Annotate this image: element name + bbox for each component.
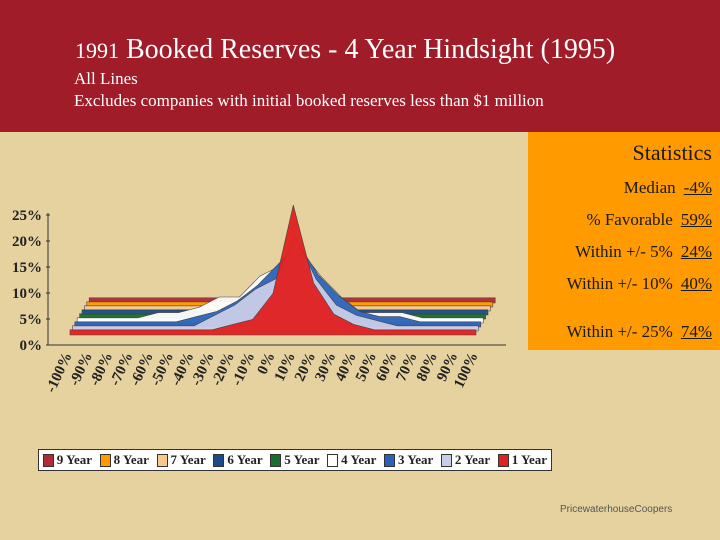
title-main: Booked Reserves - 4 Year Hindsight (1995… <box>126 34 616 65</box>
legend-swatch <box>270 453 282 467</box>
y-tick-label: 10% <box>12 286 42 302</box>
legend-label: 4 Year <box>341 452 377 467</box>
stat-label: Within +/- 10% <box>566 274 673 293</box>
series-area-1-year <box>69 204 477 336</box>
legend-item: 5 Year <box>270 452 320 468</box>
stat-label: Within +/- 5% <box>575 242 673 261</box>
y-tick-label: 0% <box>20 338 43 354</box>
legend-swatch <box>99 453 111 467</box>
legend-label: 1 Year <box>511 452 548 467</box>
header-banner: 1991 Booked Reserves - 4 Year Hindsight … <box>0 0 720 132</box>
legend-swatch <box>440 453 452 467</box>
title-year: 1991 <box>75 38 119 63</box>
stat-label: Median <box>623 178 676 197</box>
subtitle-lines: All Lines <box>74 69 138 88</box>
legend-swatch <box>384 453 396 467</box>
legend-item: 6 Year <box>213 452 263 468</box>
legend-item: 9 Year <box>42 452 93 468</box>
statistics-title: Statistics <box>632 140 712 165</box>
legend-label: 9 Year <box>56 452 93 467</box>
legend-label: 6 Year <box>227 452 263 467</box>
y-tick-label: 25% <box>12 208 42 224</box>
legend-label: 7 Year <box>170 452 206 467</box>
stat-within-5: Within +/- 5% 24% <box>575 242 712 262</box>
stat-label: Within +/- 25% <box>566 322 673 341</box>
stat-value: -4% <box>683 178 712 197</box>
y-tick-label: 5% <box>20 312 43 328</box>
legend-label: 8 Year <box>113 452 149 467</box>
legend-item: 1 Year <box>497 452 548 468</box>
stat-favorable: % Favorable 59% <box>586 210 712 230</box>
legend-item: 8 Year <box>99 452 149 468</box>
footer-brand: PricewaterhouseCoopers <box>560 504 673 515</box>
stat-value: 74% <box>680 322 712 341</box>
page-title: 1991 Booked Reserves - 4 Year Hindsight … <box>75 34 615 66</box>
subtitle-exclusion: Excludes companies with initial booked r… <box>74 91 544 110</box>
stat-label: % Favorable <box>586 210 673 229</box>
legend-item: 3 Year <box>384 452 433 468</box>
legend-label: 3 Year <box>398 452 434 467</box>
legend-label: 5 Year <box>284 452 320 467</box>
y-tick-label: 20% <box>12 234 42 250</box>
legend-item: 7 Year <box>156 452 206 468</box>
legend-swatch <box>213 453 225 467</box>
stat-value: 40% <box>680 274 712 293</box>
legend-swatch <box>156 453 168 467</box>
legend-swatch <box>327 453 339 467</box>
legend-item: 2 Year <box>440 452 491 468</box>
stat-within-10: Within +/- 10% 40% <box>567 274 712 294</box>
legend-item: 4 Year <box>327 452 376 468</box>
chart-legend: 9 Year 8 Year 7 Year 6 Year 5 Year 4 Year 3 Ye… <box>38 449 552 471</box>
legend-swatch <box>497 453 509 467</box>
stat-value: 59% <box>680 210 712 229</box>
y-tick-label: 15% <box>12 260 42 276</box>
statistics-panel: Statistics Median -4% % Favorable 59% With… <box>528 132 720 350</box>
stat-within-25: Within +/- 25% 74% <box>567 322 712 342</box>
stat-median: Median -4% <box>624 178 712 198</box>
legend-label: 2 Year <box>454 452 491 467</box>
stat-value: 24% <box>680 242 712 261</box>
area-chart: 0%5%10%15%20%25%-100%-90%-80%-70%-60%-50… <box>12 204 506 395</box>
legend-swatch <box>42 453 54 467</box>
